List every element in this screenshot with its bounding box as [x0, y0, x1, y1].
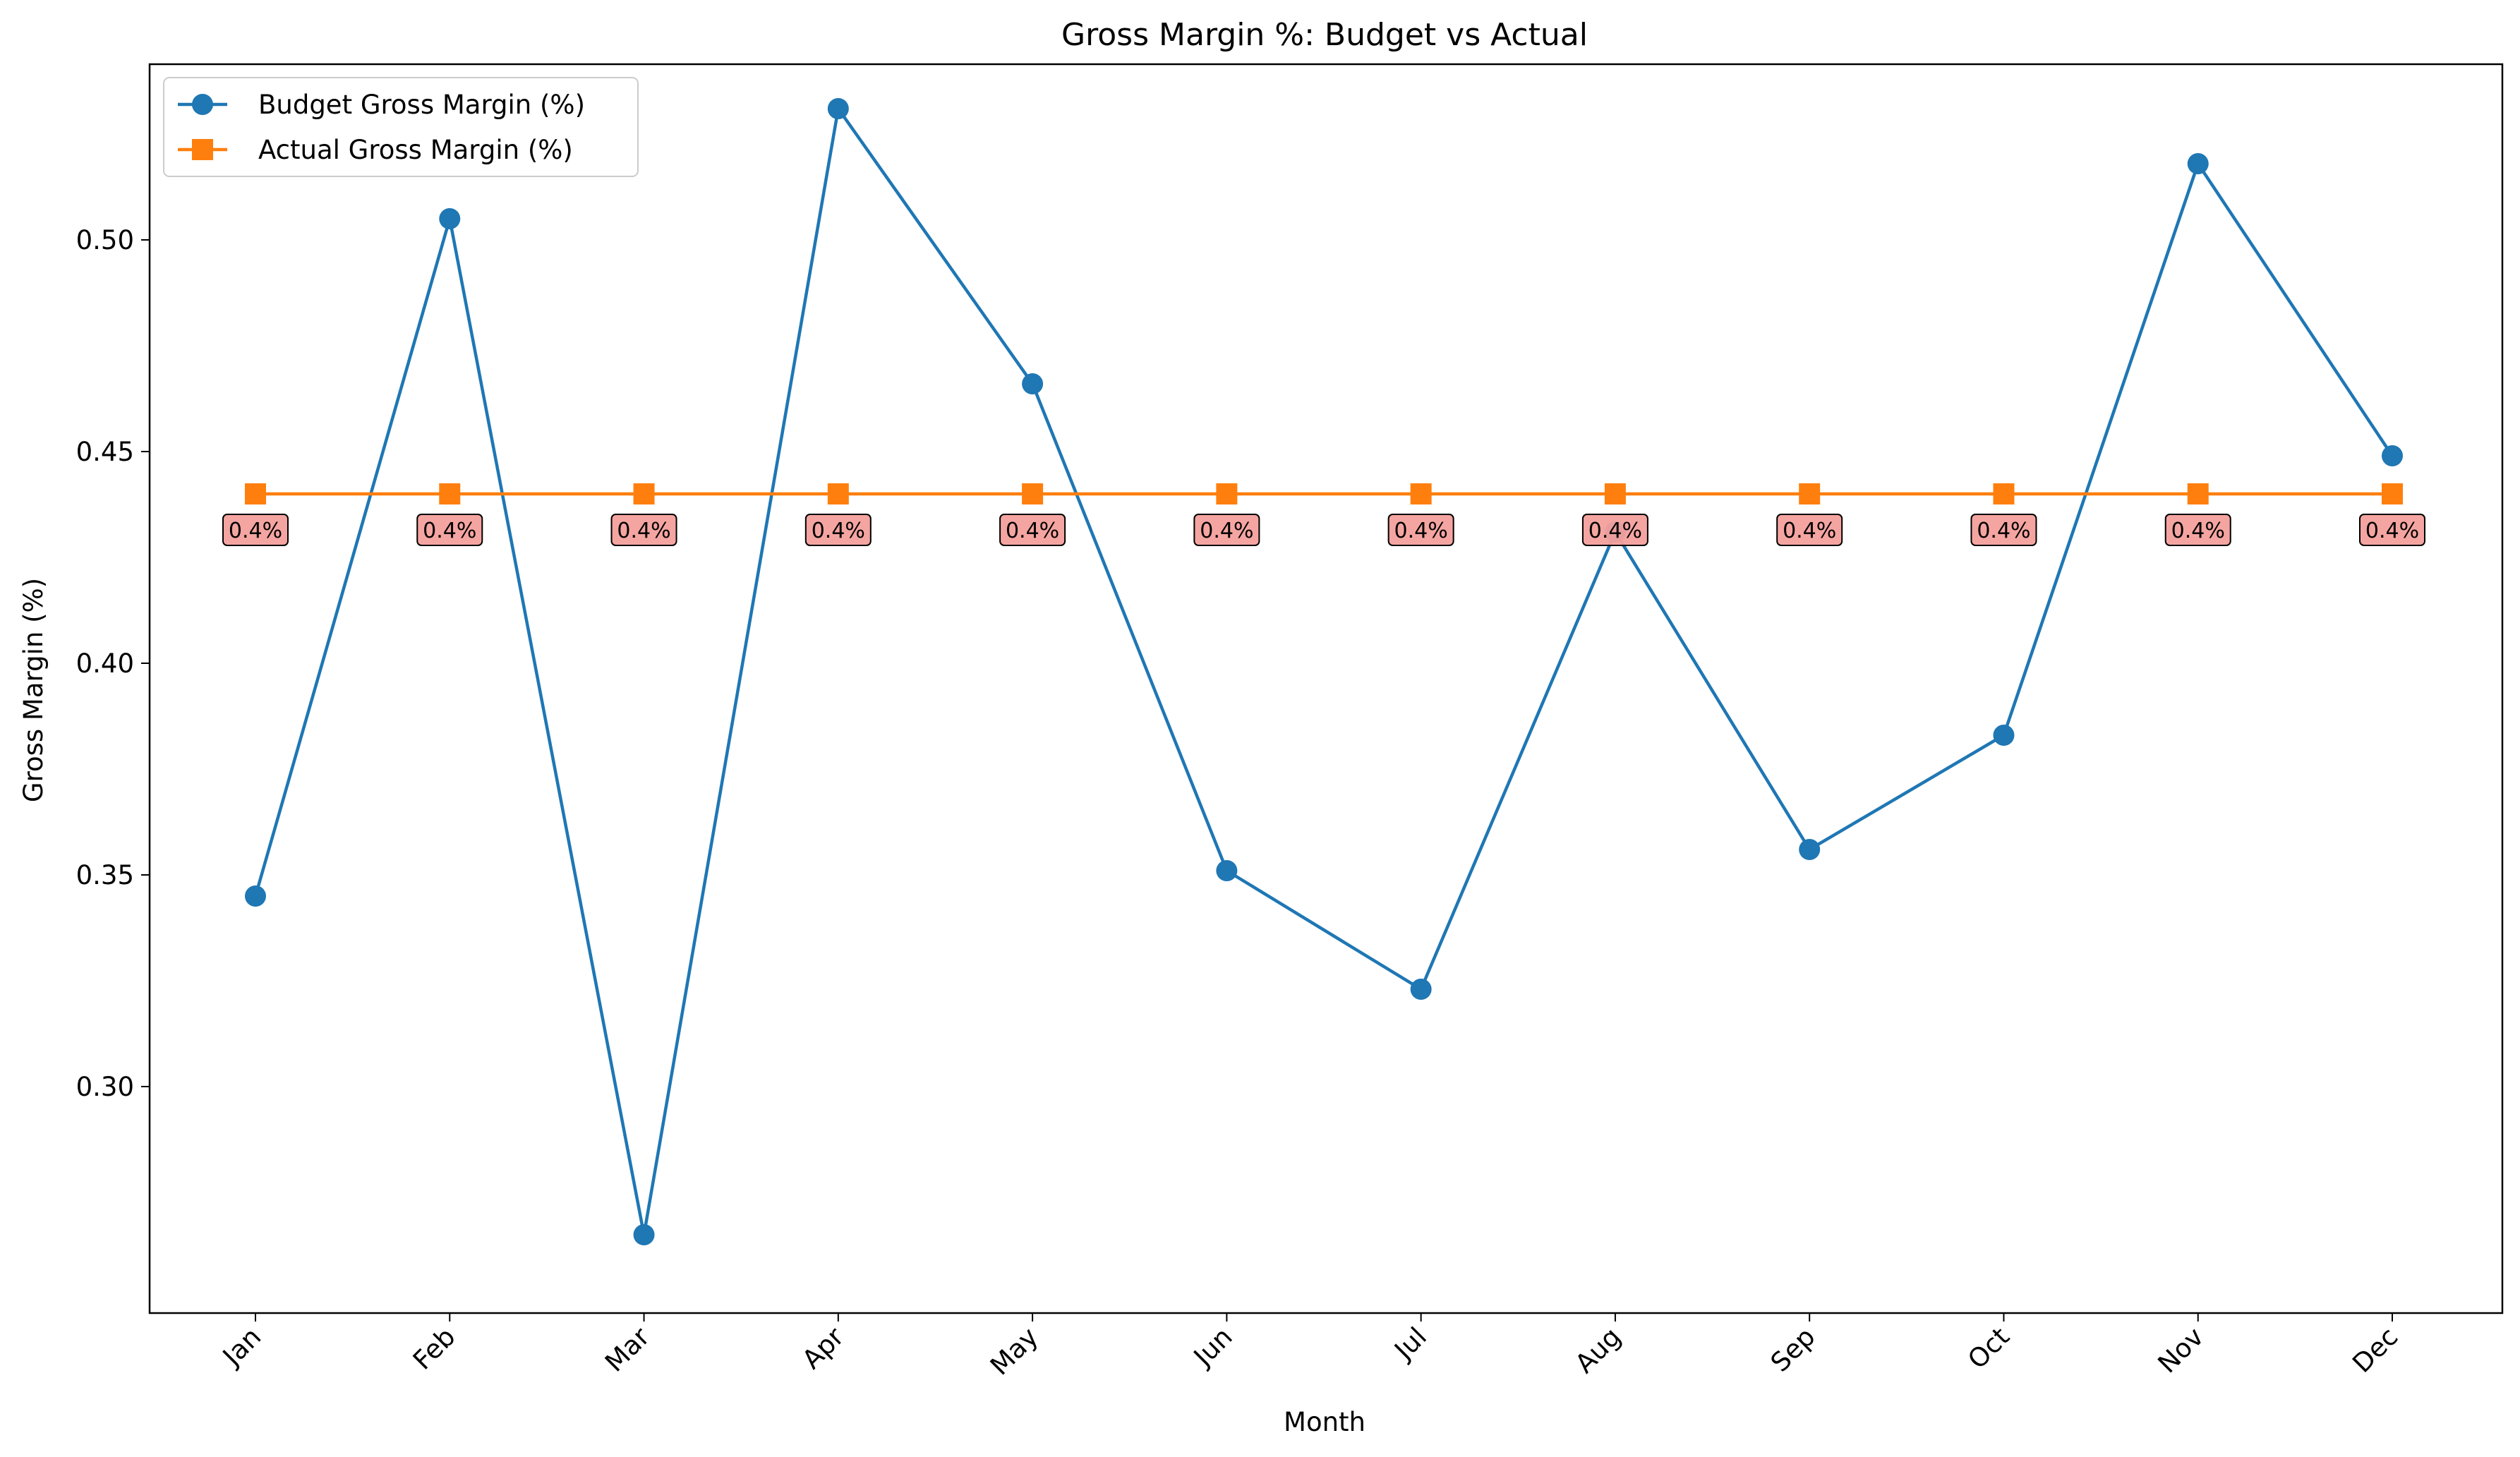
data-label-box	[1970, 514, 2037, 546]
series-marker	[2187, 153, 2209, 174]
legend: Budget Gross Margin (%) Actual Gross Marg…	[163, 77, 639, 177]
data-label: 0.4%	[1394, 519, 1448, 543]
series-marker	[2187, 483, 2209, 504]
y-tick-label: 0.50	[76, 225, 134, 255]
plot-frame	[148, 63, 2504, 1314]
data-label: 0.4%	[1783, 519, 1836, 543]
series-marker	[1410, 483, 1432, 504]
data-label: 0.4%	[2171, 519, 2225, 543]
data-label-box	[1776, 514, 1843, 546]
data-labels: 0.4% 0.4% 0.4% 0.4% 0.4% 0.4% 0.4% 0.4% 0.4% 0.4%…	[222, 514, 2425, 546]
series-layer	[245, 98, 2403, 1245]
legend-marker	[192, 139, 213, 160]
data-label: 0.4%	[1006, 519, 1059, 543]
series-marker	[1799, 839, 1821, 860]
data-label-box	[804, 514, 872, 546]
data-label-box	[999, 514, 1066, 546]
series-marker	[245, 483, 266, 504]
series-marker	[1022, 373, 1044, 394]
series-marker	[827, 98, 849, 119]
data-label: 0.4%	[423, 519, 476, 543]
data-label-box	[2164, 514, 2231, 546]
data-label-box	[1387, 514, 1454, 546]
series-marker	[2382, 445, 2403, 466]
legend-label: Budget Gross Margin (%)	[258, 90, 585, 120]
series-marker	[1604, 483, 1626, 504]
y-axis-label: Gross Margin (%)	[18, 578, 49, 802]
data-label-box	[1193, 514, 1260, 546]
legend-label: Actual Gross Margin (%)	[258, 135, 573, 165]
data-label: 0.4%	[1200, 519, 1253, 543]
series-marker	[1022, 483, 1044, 504]
series-marker	[1216, 483, 1238, 504]
series-marker	[633, 1224, 655, 1245]
y-tick-label: 0.35	[76, 860, 134, 890]
series-marker	[1216, 860, 1238, 881]
data-label-box	[416, 514, 483, 546]
legend-box	[163, 77, 639, 177]
data-label: 0.4%	[617, 519, 670, 543]
data-label: 0.4%	[229, 519, 282, 543]
series-marker	[1799, 483, 1821, 504]
data-label: 0.4%	[1588, 519, 1642, 543]
data-label: 0.4%	[2365, 519, 2419, 543]
series-marker	[1993, 483, 2015, 504]
chart-title: Gross Margin %: Budget vs Actual	[1061, 17, 1588, 53]
y-tick-label: 0.40	[76, 648, 134, 679]
data-label: 0.4%	[1977, 519, 2030, 543]
legend-marker	[192, 94, 213, 115]
data-label-box	[222, 514, 289, 546]
series-marker	[439, 483, 461, 504]
series-marker	[633, 483, 655, 504]
series-marker	[439, 208, 461, 229]
series-marker	[1993, 725, 2015, 746]
plot-area	[148, 63, 2504, 1314]
data-label: 0.4%	[812, 519, 865, 543]
series-line	[253, 104, 2394, 1235]
x-axis-label: Month	[1284, 1407, 1365, 1437]
series-marker	[2382, 483, 2403, 504]
series-marker	[827, 483, 849, 504]
data-label-box	[1581, 514, 1648, 546]
y-tick-label: 0.45	[76, 437, 134, 467]
y-tick-label: 0.30	[76, 1072, 134, 1102]
series-marker	[1410, 979, 1432, 1000]
data-label-box	[610, 514, 677, 546]
data-label-box	[2359, 514, 2425, 546]
series-marker	[245, 885, 266, 907]
